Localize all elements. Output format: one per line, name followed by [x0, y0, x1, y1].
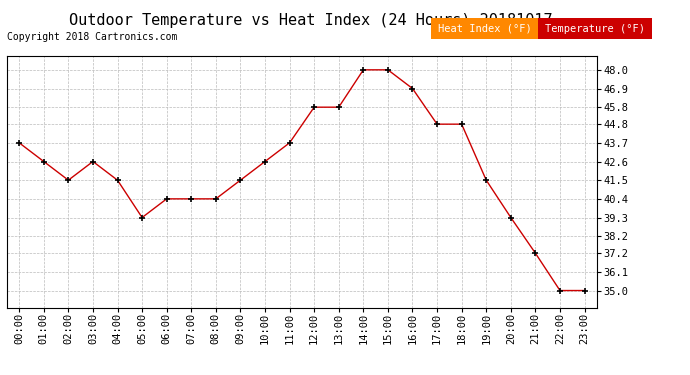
- Text: Heat Index (°F): Heat Index (°F): [438, 24, 531, 33]
- Text: Outdoor Temperature vs Heat Index (24 Hours) 20181017: Outdoor Temperature vs Heat Index (24 Ho…: [69, 13, 552, 28]
- Text: Temperature (°F): Temperature (°F): [545, 24, 645, 33]
- Text: Copyright 2018 Cartronics.com: Copyright 2018 Cartronics.com: [7, 32, 177, 42]
